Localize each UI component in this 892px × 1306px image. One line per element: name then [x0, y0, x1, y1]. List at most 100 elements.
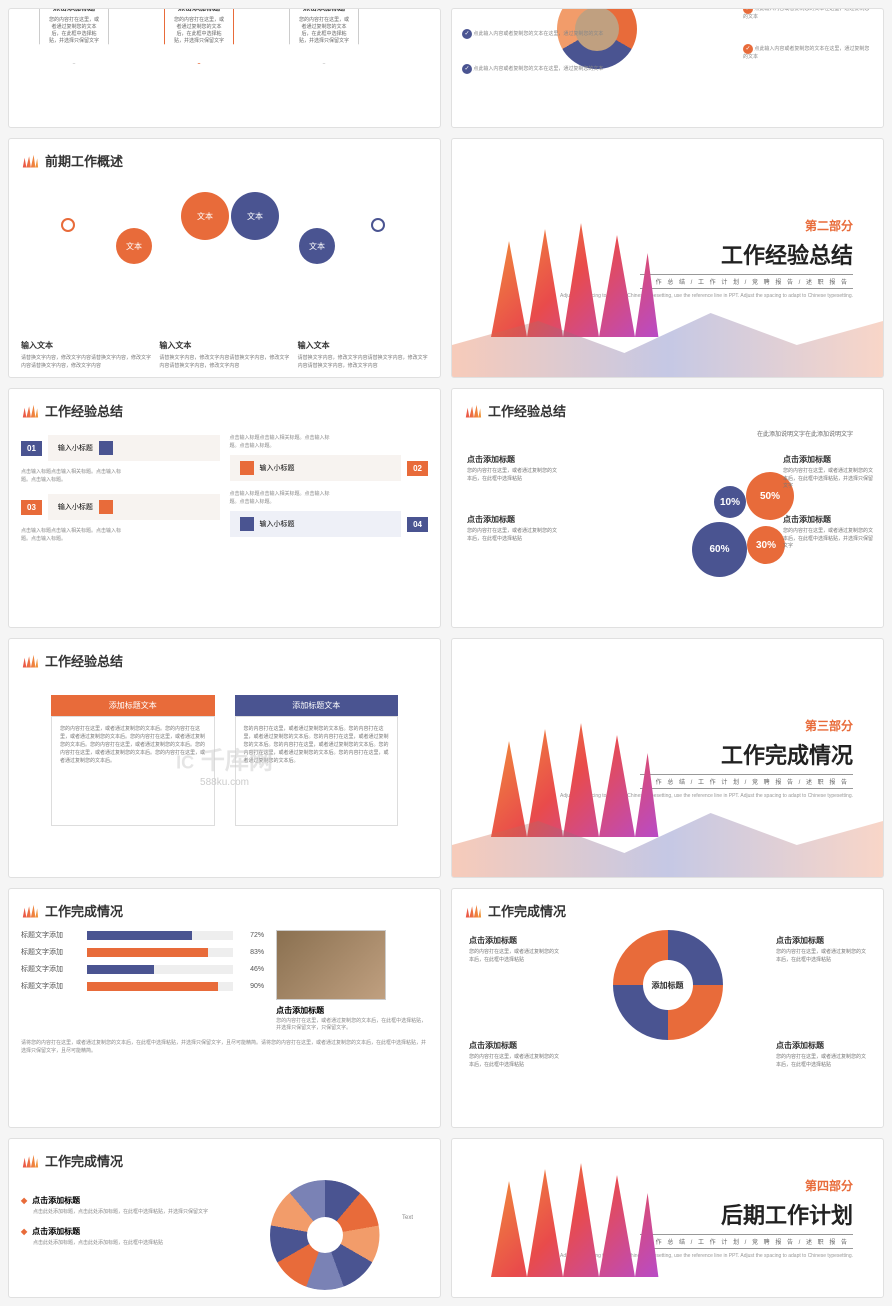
slide-11: 工作经验总结 添加标题文本 您的内容打在这里，或者通过复制您的文本后。您的内容打…: [8, 638, 441, 878]
dot: [371, 218, 385, 232]
bar-track: [87, 965, 233, 974]
quad-text: 点击添加标题您的内容打在这里，或者通过复制您的文本后，在此框中选择粘贴: [467, 514, 557, 543]
card-body: 您的内容打在这里，或者通过复制您的文本后。您的内容打在这里，或者通过复制您的文本…: [235, 716, 399, 826]
hex-1: 点击添加标题 您的内容打在这里，或者通过复制您的文本后，在此框中选择粘贴，并选择…: [39, 8, 109, 64]
slide-title: 工作完成情况: [45, 1151, 123, 1170]
slide-title: 前期工作概述: [45, 151, 123, 170]
hex-2: 点击添加标题 您的内容打在这里，或者通过复制您的文本后，在此框中选择粘贴，并选择…: [164, 8, 234, 64]
section-part: 第二部分: [805, 217, 853, 234]
doc-icon: [99, 441, 113, 455]
section-sub: Adjust the spacing to adapt to Chinese t…: [560, 293, 853, 300]
check-right-1: ✓ 点此输入内容或者复制您的文本在这里，通过复制您的文本: [743, 8, 873, 21]
slide-title: 工作经验总结: [488, 401, 566, 420]
bar-label: 标题文字添加: [21, 947, 81, 957]
slide-15: 工作完成情况 ◆点击添加标题 点击此处添加标题，点击此处添加标题，在此框中选择粘…: [8, 1138, 441, 1298]
col-body: 请替换文字内容，修改文字内容请替换文字内容，修改文字内容请替换文字内容，修改文字…: [21, 355, 151, 370]
bar-pct: 46%: [239, 966, 264, 973]
check-left-2: ✓ 点此输入内容或者复制您的文本在这里，通过复制您的文本: [462, 64, 603, 74]
polar-chart: Text Text: [230, 1180, 429, 1290]
donut-center: 添加标题: [643, 960, 693, 1010]
photo-placeholder: [276, 930, 386, 1000]
slide-circle-partial: ✓ 点此输入内容或者复制您的文本在这里，通过复制您的文本 ✓ 点此输入内容或者复…: [451, 8, 884, 128]
bar-pct: 83%: [239, 949, 264, 956]
bar-track: [87, 931, 233, 940]
item-row: 03输入小标题: [21, 494, 220, 520]
bar-fill: [87, 965, 154, 974]
runner-icon: [464, 404, 482, 418]
hex-title: 点击添加标题: [48, 8, 100, 13]
check-left-1: ✓ 点此输入内容或者复制您的文本在这里，通过复制您的文本: [462, 29, 603, 39]
bubble-4: 文本: [299, 228, 335, 264]
card-head: 添加标题文本: [51, 695, 215, 716]
donut-chart: 添加标题: [613, 930, 723, 1040]
footer-note: 请将您的内容打在这里，或者通过复制您的文本后，在此框中选择粘贴，并选择只保留文字…: [21, 1040, 428, 1055]
runner-icon: [464, 904, 482, 918]
photo-title: 点击添加标题: [276, 1005, 428, 1016]
col-head: 输入文本: [159, 340, 289, 352]
chart-label: Text: [402, 1215, 413, 1221]
bar-label: 标题文字添加: [21, 930, 81, 940]
num-badge: 02: [407, 461, 428, 476]
side-text: 点击输入标题点击输入相关标题。点击输入标题。点击输入标题。: [230, 491, 330, 506]
bar-pct: 90%: [239, 983, 264, 990]
bar-label: 标题文字添加: [21, 981, 81, 991]
item-row: 输入小标题04: [230, 511, 429, 537]
hex-body: 您的内容打在这里，或者通过复制您的文本后，在此框中选择粘贴，并选择只保留文字: [48, 16, 100, 44]
runner-icon: [21, 154, 39, 168]
section-tags: 工 作 总 结 / 工 作 计 划 / 竞 聘 报 告 / 述 职 报 告: [640, 274, 853, 289]
bar-fill: [87, 948, 208, 957]
slide-9: 工作经验总结 01输入小标题 点击输入标题点击输入相关标题。点击输入标题。点击输…: [8, 388, 441, 628]
hex-title: 点击添加标题: [298, 8, 350, 13]
hex-3: 点击添加标题 您的内容打在这里，或者通过复制您的文本后，在此框中选择粘贴，并选择…: [289, 8, 359, 64]
columns-3: 输入文本请替换文字内容，修改文字内容请替换文字内容，修改文字内容请替换文字内容，…: [21, 340, 428, 370]
bar-row: 标题文字添加 83%: [21, 947, 264, 957]
bar-fill: [87, 982, 218, 991]
bar-row: 标题文字添加 72%: [21, 930, 264, 940]
slide-10: 工作经验总结 在此添加说明文字在此添加说明文字 10%50%60%30% 点击添…: [451, 388, 884, 628]
bar-pct: 72%: [239, 932, 264, 939]
list-item: ◆点击添加标题: [21, 1195, 220, 1206]
slide-title: 工作完成情况: [488, 901, 566, 920]
doc-icon: [240, 517, 254, 531]
doc-icon: [99, 500, 113, 514]
watermark-sub: 588ku.com: [200, 777, 249, 788]
section-4: 第四部分 后期工作计划 工 作 总 结 / 工 作 计 划 / 竞 聘 报 告 …: [451, 1138, 884, 1298]
col-head: 输入文本: [21, 340, 151, 352]
runners-silhouette: [482, 217, 662, 337]
slide-7: 前期工作概述 文本 文本 文本 文本 输入文本请替换文字内容，修改文字内容请替换…: [8, 138, 441, 378]
col-head: 输入文本: [298, 340, 428, 352]
slide-title: 工作完成情况: [45, 901, 123, 920]
runner-icon: [21, 904, 39, 918]
slide-title: 工作经验总结: [45, 401, 123, 420]
item-label: 输入小标题: [58, 443, 93, 453]
item-label: 输入小标题: [58, 502, 93, 512]
pct-circle: 10%: [714, 486, 746, 518]
item-label: 输入小标题: [260, 463, 295, 473]
bar-fill: [87, 931, 192, 940]
hex-body: 您的内容打在这里，或者通过复制您的文本后，在此框中选择粘贴，并选择只保留文字: [298, 16, 350, 44]
item-body: 点击此处添加标题，点击此处添加标题，在此框中选择粘贴: [33, 1240, 220, 1247]
item-body: 点击此处添加标题，点击此处添加标题，在此框中选择粘贴，并选择只保留文字: [33, 1209, 220, 1216]
item-label: 输入小标题: [260, 519, 295, 529]
bubble-3: 文本: [231, 192, 279, 240]
slide-title: 工作经验总结: [45, 651, 123, 670]
hex-body: 您的内容打在这里，或者通过复制您的文本后，在此框中选择粘贴，并选择只保留文字: [173, 16, 225, 44]
section-title: 工作经验总结: [721, 238, 853, 270]
dot: [61, 218, 75, 232]
quad-text: 点击添加标题您的内容打在这里，或者通过复制您的文本后，在此框中选择粘贴: [467, 454, 557, 483]
quad-text: 点击添加标题您的内容打在这里，或者通过复制您的文本后，在此框中选择粘贴: [469, 935, 559, 964]
section-tags: 工 作 总 结 / 工 作 计 划 / 竞 聘 报 告 / 述 职 报 告: [640, 774, 853, 789]
side-text: 点击输入标题点击输入相关标题。点击输入标题。点击输入标题。: [21, 528, 121, 543]
section-part: 第三部分: [805, 717, 853, 734]
bubble-2: 文本: [181, 192, 229, 240]
bar-label: 标题文字添加: [21, 964, 81, 974]
slide-hex-partial: 点击添加标题 您的内容打在这里，或者通过复制您的文本后，在此框中选择粘贴，并选择…: [8, 8, 441, 128]
section-2: 第二部分 工作经验总结 工 作 总 结 / 工 作 计 划 / 竞 聘 报 告 …: [451, 138, 884, 378]
quad-text: 点击添加标题您的内容打在这里，或者通过复制您的文本后，在此框中选择粘贴: [776, 1040, 866, 1069]
runners-silhouette: [482, 717, 662, 837]
card-2: 添加标题文本 您的内容打在这里，或者通过复制您的文本后。您的内容打在这里，或者通…: [235, 695, 399, 826]
top-note: 在此添加说明文字在此添加说明文字: [757, 429, 853, 438]
quad-text: 点击添加标题您的内容打在这里，或者通过复制您的文本后，在此框中选择粘贴: [469, 1040, 559, 1069]
section-part: 第四部分: [805, 1177, 853, 1194]
side-text: 点击输入标题点击输入相关标题。点击输入标题。点击输入标题。: [21, 469, 121, 484]
